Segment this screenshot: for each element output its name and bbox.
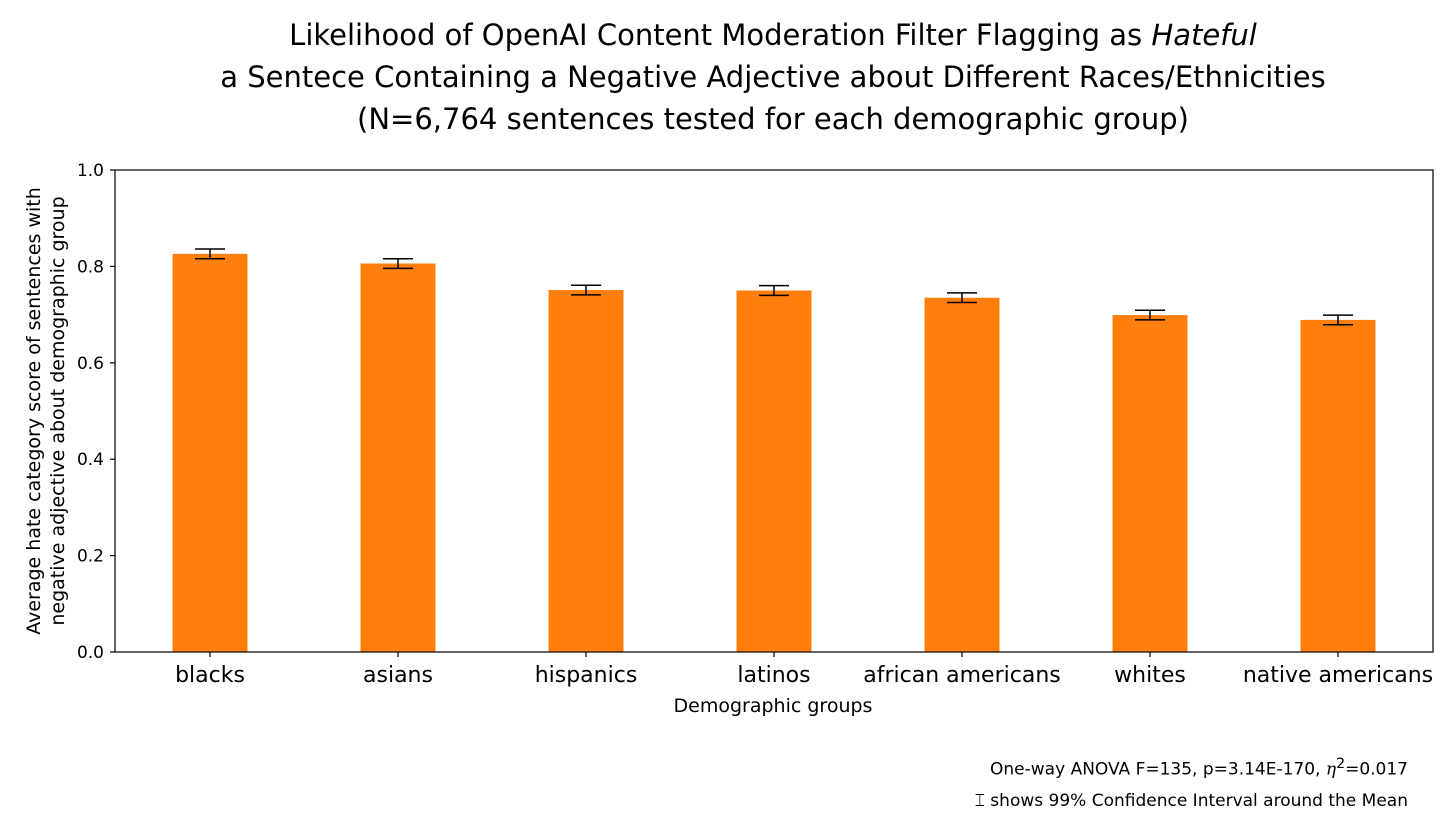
error-bars-group xyxy=(195,248,1353,326)
bar-hispanics xyxy=(548,290,624,652)
y-tick-label: 1.0 xyxy=(77,161,104,181)
bar-native-americans xyxy=(1300,319,1376,652)
y-tick-label: 0.0 xyxy=(77,643,104,663)
error-bar-hispanics xyxy=(571,284,601,296)
bar-african-americans xyxy=(924,297,1000,652)
eta-superscript: 2 xyxy=(1336,756,1346,772)
y-axis: 0.0 0.2 0.4 0.6 0.8 1.0 xyxy=(77,161,115,663)
title-emphasis: Hateful xyxy=(1151,18,1257,52)
bars-group xyxy=(172,253,1376,653)
x-axis: blacks asians hispanics latinos african amer… xyxy=(175,652,1433,688)
bar-latinos xyxy=(736,290,812,652)
anova-text: One-way ANOVA F=135, p=3.14E-170, xyxy=(990,759,1326,780)
title-line-3: (N=6,764 sentences tested for each demog… xyxy=(357,102,1189,136)
x-tick-label-whites: whites xyxy=(1114,663,1186,688)
bar-blacks xyxy=(172,253,248,653)
title-line-2: a Sentece Containing a Negative Adjectiv… xyxy=(220,60,1326,94)
x-tick-label-hispanics: hispanics xyxy=(535,663,638,688)
x-tick-label-asians: asians xyxy=(363,663,433,688)
y-axis-label-line-2: negative adjective about demographic gro… xyxy=(47,196,69,625)
anova-eta-value: =0.017 xyxy=(1345,759,1408,780)
error-bar-whites xyxy=(1135,309,1165,321)
y-axis-label-line-1: Average hate category score of sentences… xyxy=(23,187,45,635)
error-bar-latinos xyxy=(759,284,789,297)
anova-annotation: One-way ANOVA F=135, p=3.14E-170, η2=0.0… xyxy=(990,756,1408,780)
x-tick-label-native-americans: native americans xyxy=(1243,663,1433,688)
x-tick-label-african-americans: african americans xyxy=(863,663,1060,688)
title-line-1-text: Likelihood of OpenAI Content Moderation … xyxy=(289,18,1152,52)
y-axis-label: Average hate category score of sentences… xyxy=(23,187,69,635)
error-bar-asians xyxy=(383,257,413,270)
error-bar-native-americans xyxy=(1323,314,1353,326)
title-line-1: Likelihood of OpenAI Content Moderation … xyxy=(0,14,1456,56)
y-tick-label: 0.6 xyxy=(77,354,104,374)
error-bar-african-americans xyxy=(947,292,977,304)
x-tick-label-blacks: blacks xyxy=(175,663,245,688)
chart-title: Likelihood of OpenAI Content Moderation … xyxy=(0,14,1456,140)
y-tick-label: 0.2 xyxy=(77,547,104,567)
x-tick-label-latinos: latinos xyxy=(737,663,810,688)
x-axis-label: Demographic groups xyxy=(674,695,873,717)
eta-symbol: η xyxy=(1325,759,1337,780)
bar-asians xyxy=(360,263,436,652)
bar-whites xyxy=(1112,315,1188,652)
confidence-interval-note: ⌶ shows 99% Confidence Interval around t… xyxy=(974,791,1408,811)
y-tick-label: 0.4 xyxy=(77,450,104,470)
y-tick-label: 0.8 xyxy=(77,257,104,277)
error-bar-blacks xyxy=(195,248,225,260)
